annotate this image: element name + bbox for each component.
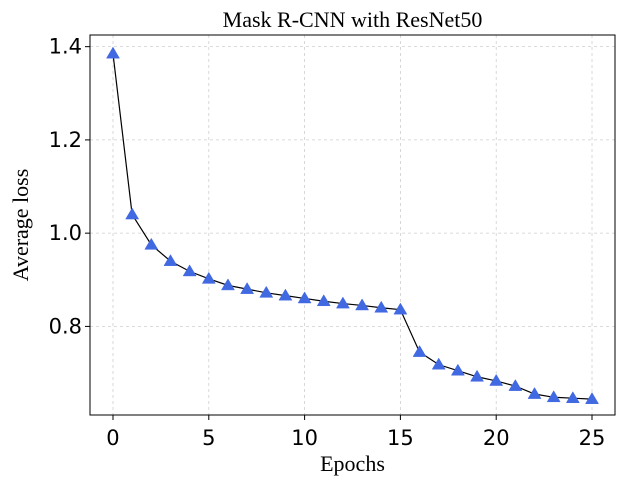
data-point-marker [470,369,484,382]
data-point-marker [431,357,446,370]
data-point-marker [450,363,465,376]
data-point-marker [106,46,120,59]
data-point-marker [508,379,523,391]
data-point-marker [182,264,197,277]
data-point-marker [546,390,561,403]
x-tick-label: 20 [483,426,510,450]
data-point-marker [374,300,389,313]
data-point-marker [412,345,427,357]
x-axis-label: Epochs [320,451,385,476]
y-tick-label: 1.0 [49,221,82,245]
x-tick-label: 15 [387,426,414,450]
series [106,46,599,404]
series-line [112,53,593,400]
data-point-marker [489,373,504,386]
data-point-marker [316,294,331,307]
y-axis-ticks: 0.8 1.0 1.2 1.4 [49,35,90,338]
data-point-marker [278,288,293,301]
y-tick-label: 1.4 [49,35,82,59]
data-point-marker [221,278,235,291]
data-point-marker [585,392,599,404]
plot-frame [89,34,616,416]
data-point-marker [144,237,159,250]
data-point-marker [201,271,216,284]
data-point-marker [355,298,370,311]
data-point-marker [527,387,542,399]
x-tick-label: 10 [291,426,318,450]
x-tick-label: 0 [106,426,119,450]
data-point-marker [240,282,255,294]
data-point-marker [565,391,580,404]
data-point-marker [163,254,178,266]
y-axis-label: Average loss [8,169,33,282]
x-tick-label: 25 [579,426,606,450]
y-tick-label: 1.2 [49,128,82,152]
chart-title: Mask R-CNN with ResNet50 [223,7,483,32]
grid [90,35,615,415]
x-axis-ticks: 0 5 10 15 20 25 [106,415,605,450]
y-tick-label: 0.8 [49,314,82,338]
data-point-marker [259,285,274,298]
data-point-marker [125,207,140,220]
data-point-marker [393,302,408,315]
x-tick-label: 5 [202,426,215,450]
data-point-marker [335,296,350,309]
data-point-marker [297,291,312,304]
